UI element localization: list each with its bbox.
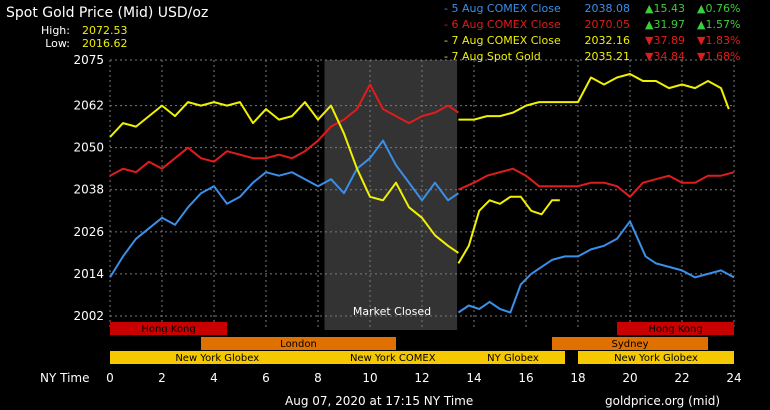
x-tick-label: 6 xyxy=(262,371,270,385)
low-label: Low: xyxy=(45,37,70,50)
session-bar: NY Globex xyxy=(461,351,565,364)
series-line xyxy=(457,195,560,264)
legend-change: ▼34.84 xyxy=(645,50,685,63)
session-label: Sydney xyxy=(611,339,648,350)
legend-price: 2070.05 xyxy=(585,18,631,31)
session-bar: Sydney xyxy=(552,337,708,350)
market-closed-label: Market Closed xyxy=(353,305,431,318)
session-bar-fill xyxy=(461,351,565,364)
x-tick-label: 24 xyxy=(726,371,741,385)
high-label: High: xyxy=(41,24,70,37)
session-bar-fill xyxy=(578,351,734,364)
legend-change: ▲15.43 xyxy=(645,2,685,15)
legend-change: ▲31.97 xyxy=(645,18,685,31)
y-tick-label: 2050 xyxy=(73,141,104,155)
series-line xyxy=(109,139,459,278)
legend-label: - 7 Aug Spot Gold xyxy=(444,50,541,63)
session-bar: London xyxy=(201,337,396,350)
session-bar-fill xyxy=(110,351,325,364)
series-line xyxy=(109,83,459,177)
x-tick-label: 16 xyxy=(518,371,533,385)
high-value: 2072.53 xyxy=(82,24,128,37)
session-bar-fill xyxy=(201,337,396,350)
x-tick-label: 20 xyxy=(622,371,637,385)
legend-change: ▼37.89 xyxy=(645,34,685,47)
session-label: New York Globex xyxy=(614,353,698,364)
x-tick-label: 18 xyxy=(570,371,585,385)
session-label: New York Globex xyxy=(175,353,259,364)
x-tick-label: 12 xyxy=(414,371,429,385)
series-line xyxy=(109,101,459,254)
session-bar: Hong Kong xyxy=(110,322,227,335)
market-closed-band xyxy=(324,60,458,330)
legend-change-pct: ▲1.57% xyxy=(697,18,740,31)
low-value: 2016.62 xyxy=(82,37,128,50)
y-tick-label: 2014 xyxy=(73,267,104,281)
legend-label: - 5 Aug COMEX Close xyxy=(444,2,561,15)
legend-change-pct: ▼1.68% xyxy=(697,50,740,63)
legend-label: - 7 Aug COMEX Close xyxy=(444,34,561,47)
y-tick-label: 2002 xyxy=(73,309,104,323)
x-tick-label: 4 xyxy=(210,371,218,385)
x-tick-label: 14 xyxy=(466,371,481,385)
y-tick-label: 2026 xyxy=(73,225,104,239)
session-bar-fill xyxy=(617,322,734,335)
session-bar-fill xyxy=(552,337,708,350)
x-tick-label: 0 xyxy=(106,371,114,385)
legend-change-pct: ▲0.76% xyxy=(697,2,740,15)
session-label: NY Globex xyxy=(487,353,539,364)
session-bar-fill xyxy=(110,322,227,335)
session-label: London xyxy=(280,339,317,350)
y-tick-label: 2062 xyxy=(73,99,104,113)
x-tick-label: 2 xyxy=(158,371,166,385)
y-tick-label: 2075 xyxy=(73,53,104,67)
series-line xyxy=(457,220,735,314)
legend-price: 2035.21 xyxy=(585,50,631,63)
session-label: New York COMEX xyxy=(350,353,436,364)
legend-label: - 6 Aug COMEX Close xyxy=(444,18,561,31)
legend-price: 2038.08 xyxy=(585,2,631,15)
y-tick-label: 2038 xyxy=(73,183,104,197)
legend-price: 2032.16 xyxy=(585,34,631,47)
x-tick-label: 10 xyxy=(362,371,377,385)
x-tick-label: 22 xyxy=(674,371,689,385)
chart-title: Spot Gold Price (Mid) USD/oz xyxy=(6,5,208,21)
chart-legend: - 5 Aug COMEX Close 2038.08 ▲15.43 ▲0.76% - … xyxy=(444,2,740,63)
footer-timestamp: Aug 07, 2020 at 17:15 NY Time xyxy=(285,394,473,408)
session-label: Hong Kong xyxy=(648,324,702,335)
series-line xyxy=(458,73,730,121)
legend-change-pct: ▼1.83% xyxy=(697,34,740,47)
session-bar-fill xyxy=(324,351,461,364)
footer-source: goldprice.org (mid) xyxy=(605,394,720,408)
x-axis-label: NY Time xyxy=(40,371,90,385)
session-bar: New York Globex xyxy=(110,351,325,364)
session-bar: New York Globex xyxy=(578,351,734,364)
session-label: Hong Kong xyxy=(141,324,195,335)
series-line xyxy=(457,167,735,198)
x-tick-label: 8 xyxy=(314,371,322,385)
session-bar: Hong Kong xyxy=(617,322,734,335)
session-bar: New York COMEX xyxy=(324,351,461,364)
